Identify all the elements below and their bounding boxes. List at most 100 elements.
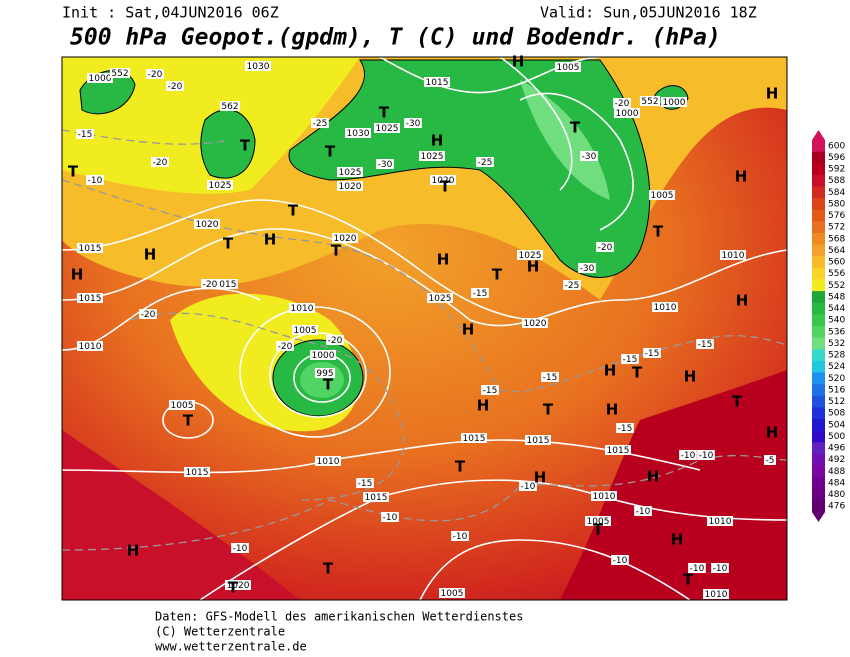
label-box [481,385,499,395]
pressure-label-text: 1025 [339,168,362,178]
pressure-label: 1015 [212,279,238,290]
pressure-label: 1030 [245,61,271,72]
isotherm-label-text: -25 [565,281,580,291]
isotherm-label: -15 [76,129,94,140]
label-box [517,250,543,260]
pressure-center: H [527,258,540,276]
isotherm-label: -25 [311,118,329,129]
isotherm-label: -20 [326,335,344,346]
label-box [184,467,210,477]
pressure-label-text: 1025 [519,251,542,261]
label-box [720,250,746,260]
legend-swatch [812,221,825,234]
legend-swatch [812,291,825,304]
pressure-center: H [736,292,749,310]
isotherm-label-text: -10 [690,564,705,574]
pressure-label-text: 1015 [527,436,550,446]
label-box [661,97,687,107]
legend-swatch [812,314,825,327]
pressure-label: 1015 [77,293,103,304]
label-box [231,543,249,553]
pressure-label: 1015 [605,445,631,456]
label-box [139,309,157,319]
pressure-label-text: 562 [221,102,238,112]
legend-label: 552 [828,281,845,291]
label-box [541,372,559,382]
pressure-label-text: 1005 [441,589,464,599]
pressure-label: 1005 [555,62,581,73]
isotherm-label-text: -30 [378,160,393,170]
pressure-label-text: 995 [316,369,333,379]
pressure-center: T [440,178,451,196]
isotherm-label: -20 [146,69,164,80]
pressure-label-text: 1000 [89,74,112,84]
legend-swatch [812,407,825,420]
pressure-label-text: 1020 [196,220,219,230]
pressure-center: H [606,401,619,419]
legend-swatch [812,151,825,164]
pressure-label: 1020 [225,580,251,591]
isotherm-label: -15 [616,423,634,434]
legend-label: 580 [828,199,845,209]
legend-swatch [812,244,825,257]
legend-swatch [812,140,825,152]
isotherm-label: -15 [481,385,499,396]
pressure-label-text: 1020 [334,234,357,244]
isotherm-label: -10 [86,175,104,186]
label-box [427,293,453,303]
label-box [207,180,233,190]
isotherm-label-text: -20 [153,158,168,168]
pressure-center: H [71,266,84,284]
isotherm-label-text: -10 [383,513,398,523]
label-box [225,580,251,590]
isotherm-label: -20 [151,157,169,168]
label-box [696,339,714,349]
isotherm-label-text: -30 [582,152,597,162]
pressure-label-text: 552 [641,97,658,107]
isotherm-label: -15 [696,339,714,350]
legend-label: 564 [828,246,845,256]
pressure-label-text: 1025 [209,181,232,191]
pressure-center: T [325,143,336,161]
label-box [374,123,400,133]
pressure-label: 1015 [77,243,103,254]
pressure-label-text: 1015 [79,294,102,304]
isotherm-label-text: -10 [699,451,714,461]
isotherm-label-text: -15 [543,373,558,383]
legend-swatch [812,384,825,397]
pressure-label-text: 1010 [722,251,745,261]
legend-label: 532 [828,339,845,349]
pressure-label: 1015 [184,467,210,478]
pressure-label: 1005 [169,400,195,411]
legend: 6005965925885845805765725685645605565525… [812,130,845,522]
isotherm-label: -20 [613,98,631,109]
pressure-label-text: 1015 [214,280,237,290]
label-box [697,450,715,460]
label-box [580,151,598,161]
pressure-center: H [735,168,748,186]
pressure-center: H [534,469,547,487]
pressure-label: 1025 [419,151,445,162]
isotherm-label: -10 [634,506,652,517]
isotherm-label-text: -15 [698,340,713,350]
isotherm-label-text: -10 [713,564,728,574]
isotherm-label-text: -20 [168,82,183,92]
legend-label: 540 [828,316,845,326]
pressure-center: T [323,560,334,578]
label-box [109,68,131,78]
label-box [643,348,661,358]
isotherm-label-text: -15 [623,355,638,365]
label-box [337,167,363,177]
label-box [430,175,456,185]
pressure-label: 1020 [522,318,548,329]
label-box [578,263,596,273]
legend-swatch [812,430,825,443]
pressure-label-text: 1010 [709,517,732,527]
label-box [310,350,336,360]
isotherm-label-text: -15 [78,130,93,140]
pressure-label: 1005 [649,190,675,201]
label-box [337,181,363,191]
legend-label: 516 [828,385,845,395]
